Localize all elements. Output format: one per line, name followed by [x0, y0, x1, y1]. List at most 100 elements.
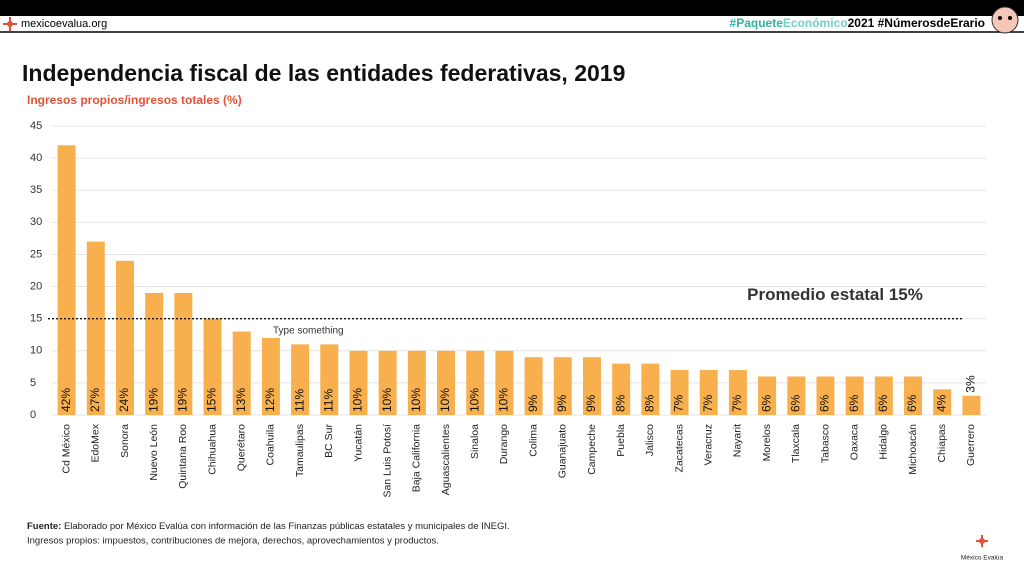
bar — [641, 363, 660, 415]
value-label: 24% — [117, 388, 131, 412]
value-label: 3% — [964, 375, 978, 393]
bar — [203, 318, 222, 415]
x-tick-label: Guerrero — [965, 424, 977, 466]
y-tick-label: 15 — [30, 313, 42, 325]
bar — [232, 331, 251, 415]
mascot-icon — [991, 6, 1019, 34]
x-tick-label: Nayarit — [732, 424, 744, 457]
x-tick-label: Tamaulipas — [294, 424, 306, 477]
hashtags: #PaqueteEconómico2021 #NúmerosdeErario — [730, 16, 985, 30]
value-label: 6% — [876, 394, 890, 412]
value-label: 42% — [59, 388, 73, 412]
bar — [320, 344, 339, 415]
source-text: Elaborado por México Evalúa con informac… — [64, 521, 510, 532]
bar — [115, 260, 134, 415]
x-tick-label: Oaxaca — [848, 424, 860, 460]
value-label: 10% — [380, 388, 394, 412]
x-tick-label: Nuevo León — [148, 424, 160, 481]
value-label: 10% — [467, 388, 481, 412]
bar — [612, 363, 631, 415]
bar — [378, 350, 397, 415]
hashtag-part: 2021 #NúmerosdeErario — [848, 16, 985, 30]
bar — [699, 370, 718, 415]
y-tick-label: 35 — [30, 184, 42, 196]
y-tick-label: 25 — [30, 248, 42, 260]
x-tick-label: EdoMex — [90, 423, 102, 462]
x-tick-label: BC Sur — [323, 423, 335, 457]
y-tick-label: 45 — [30, 120, 42, 132]
value-label: 7% — [672, 394, 686, 412]
y-tick-label: 5 — [30, 377, 36, 389]
bar — [86, 241, 105, 415]
bar — [261, 337, 280, 415]
bar — [291, 344, 310, 415]
value-label: 10% — [497, 388, 511, 412]
bar — [728, 370, 747, 415]
x-tick-label: Puebla — [615, 424, 627, 457]
x-tick-label: Baja California — [411, 424, 423, 492]
bar — [407, 350, 426, 415]
top-bar — [0, 0, 1024, 16]
value-label: 15% — [205, 388, 219, 412]
x-tick-label: Sonora — [119, 424, 131, 458]
value-label: 10% — [351, 388, 365, 412]
x-tick-label: Querétaro — [236, 424, 248, 471]
value-label: 6% — [847, 394, 861, 412]
value-label: 27% — [88, 388, 102, 412]
x-tick-label: Aguascalientes — [440, 424, 452, 495]
x-tick-label: Yucatán — [352, 424, 364, 462]
bar — [145, 292, 164, 415]
bar — [933, 389, 952, 415]
bar — [524, 357, 543, 415]
value-label: 9% — [584, 394, 598, 412]
x-tick-label: San Luis Potosí — [381, 424, 393, 498]
value-label: 6% — [905, 394, 919, 412]
x-tick-label: Quintana Roo — [177, 424, 189, 489]
bar — [787, 376, 806, 415]
site[interactable]: mexicoevalua.org — [21, 18, 107, 30]
y-tick-label: 20 — [30, 280, 42, 292]
bar — [582, 357, 601, 415]
x-tick-label: Sinaloa — [469, 424, 481, 459]
x-tick-label: Jalisco — [644, 424, 656, 456]
value-label: 8% — [613, 394, 627, 412]
y-axis-label: Ingresos propios/ingresos totales (%) — [27, 93, 242, 107]
chart-title: Independencia fiscal de las entidades fe… — [22, 60, 625, 86]
x-tick-label: Veracruz — [703, 424, 715, 465]
bar — [904, 376, 923, 415]
value-label: 10% — [438, 388, 452, 412]
value-label: 13% — [234, 388, 248, 412]
value-label: 6% — [788, 394, 802, 412]
bar — [437, 350, 456, 415]
footer-note: Ingresos propios: impuestos, contribucio… — [27, 536, 439, 547]
value-label: 8% — [643, 394, 657, 412]
value-label: 11% — [292, 389, 306, 412]
bar — [466, 350, 485, 415]
footer-logo-icon — [976, 535, 988, 547]
x-tick-label: Campeche — [586, 424, 598, 475]
bar — [874, 376, 893, 415]
value-label: 10% — [409, 388, 423, 412]
value-label: 12% — [263, 388, 277, 412]
value-label: 7% — [730, 394, 744, 412]
value-label: 19% — [176, 388, 190, 412]
bar — [758, 376, 777, 415]
hashtag-part: Económico — [783, 16, 848, 30]
value-label: 6% — [818, 394, 832, 412]
footer-logo: México Evalúa — [961, 555, 1004, 562]
x-tick-label: Guanajuato — [557, 424, 569, 478]
bar — [174, 292, 193, 415]
x-tick-label: Hidalgo — [878, 424, 890, 460]
y-tick-label: 40 — [30, 152, 42, 164]
x-tick-label: Chiapas — [936, 424, 948, 463]
bar — [495, 350, 514, 415]
reference-label: Promedio estatal 15% — [747, 285, 923, 304]
x-tick-label: Tlaxcala — [790, 424, 802, 463]
footer-source: Fuente: Elaborado por México Evalúa con … — [27, 521, 510, 532]
bar — [845, 376, 864, 415]
value-label: 4% — [934, 394, 948, 412]
bar — [962, 395, 981, 415]
bar — [349, 350, 368, 415]
x-tick-label: Coahuila — [265, 424, 277, 466]
